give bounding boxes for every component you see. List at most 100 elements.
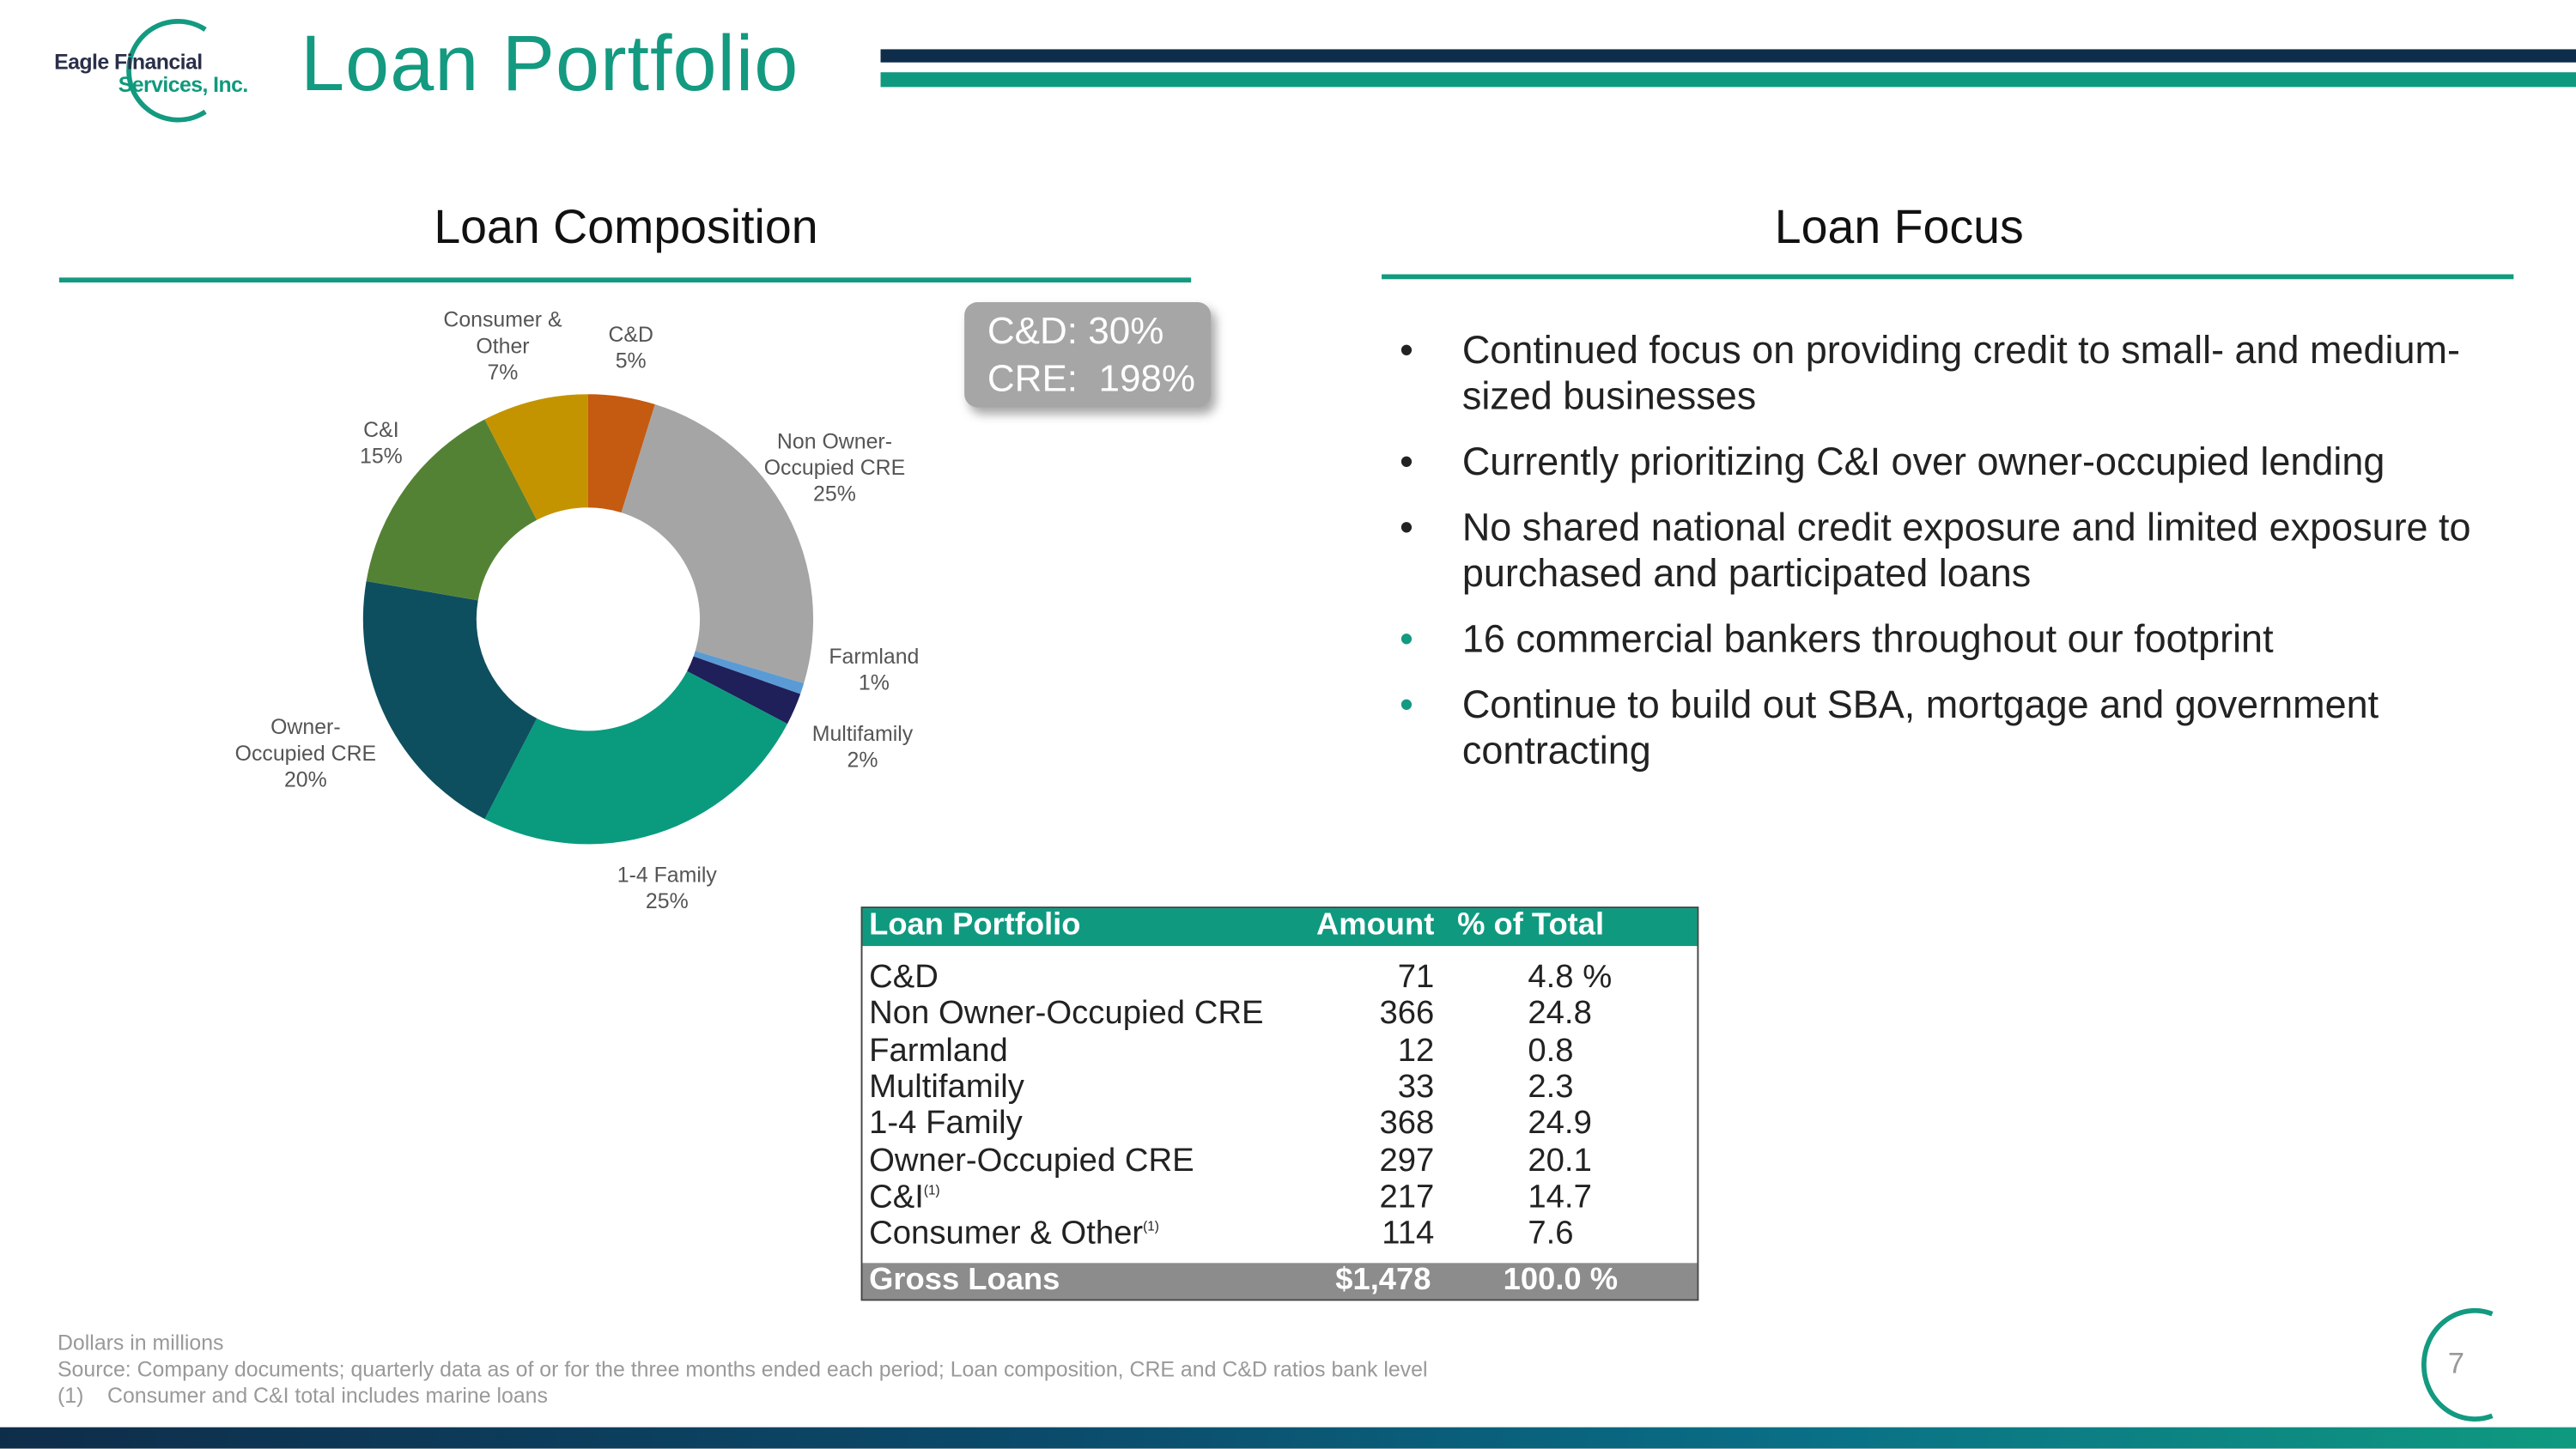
row-pct: 2.3 xyxy=(1528,1069,1574,1106)
donut-slice-multifamily xyxy=(687,656,801,724)
table-row: 1-4 Family 368 24.9 xyxy=(862,1106,1697,1142)
header-bar-navy xyxy=(880,49,2576,63)
donut-slice-non-owner-occupied-cre xyxy=(621,404,814,684)
label-name: Consumer & xyxy=(443,306,562,332)
label-name: Occupied CRE xyxy=(763,454,906,480)
label-name: Owner- xyxy=(270,714,341,739)
donut-label: Non Owner- Occupied CRE 25% xyxy=(764,428,906,507)
bullet-text: Continue to build out SBA, mortgage and … xyxy=(1461,682,2379,773)
row-pct: 14.7 xyxy=(1528,1179,1592,1216)
page-number-badge: 7 xyxy=(2398,1307,2500,1422)
row-amount: 368 xyxy=(1379,1106,1435,1143)
row-category: Owner-Occupied CRE xyxy=(869,1142,1194,1179)
row-pct: 4.8 % xyxy=(1528,959,1613,996)
label-pct: 7% xyxy=(487,360,519,385)
table-row: Multifamily 33 2.3 xyxy=(862,1069,1697,1105)
bullet-text: Continued focus on providing credit to s… xyxy=(1461,328,2460,417)
page-arc-icon xyxy=(2421,1307,2494,1422)
label-name: Occupied CRE xyxy=(234,740,377,766)
callout-cre-ratio: CRE: 198% xyxy=(987,356,1196,399)
label-name: C&D xyxy=(608,322,653,347)
bullet-dot-icon: • xyxy=(1400,682,1413,726)
label-name: Farmland xyxy=(829,644,920,669)
bullet-dot-icon: • xyxy=(1400,617,1413,661)
donut-label: C&I 15% xyxy=(360,417,403,470)
footnote-units: Dollars in millions xyxy=(57,1330,224,1355)
page-title: Loan Portfolio xyxy=(301,21,799,109)
row-pct: 20.1 xyxy=(1528,1142,1592,1179)
loan-portfolio-table: Loan Portfolio Amount % of Total C&D 71 4.… xyxy=(860,906,1699,1301)
donut-label: 1-4 Family 25% xyxy=(617,862,717,914)
callout-cd-ratio: C&D: 30% xyxy=(987,308,1164,352)
table-row: C&D 71 4.8 % xyxy=(862,959,1697,995)
row-amount: 71 xyxy=(1397,959,1435,996)
row-amount: 366 xyxy=(1379,996,1435,1033)
column-header-category: Loan Portfolio xyxy=(869,908,1081,943)
footnote-marker: (1) xyxy=(1143,1219,1159,1234)
footer-bar xyxy=(0,1427,2576,1449)
row-pct: 24.9 xyxy=(1528,1106,1592,1143)
label-name: Other xyxy=(476,333,530,359)
row-amount: 12 xyxy=(1397,1032,1435,1069)
row-pct: 7.6 xyxy=(1528,1216,1574,1252)
row-category: C&D xyxy=(869,959,939,996)
bullet-dot-icon: • xyxy=(1400,440,1413,483)
donut-label: Owner- Occupied CRE 20% xyxy=(235,714,377,793)
donut-slice-c-i xyxy=(366,419,538,601)
row-category: Farmland xyxy=(869,1032,1008,1069)
label-pct: 1% xyxy=(858,670,890,695)
bullet-text: No shared national credit exposure and l… xyxy=(1461,506,2471,595)
row-amount: 33 xyxy=(1397,1069,1435,1106)
section-divider xyxy=(1382,274,2514,280)
label-name: 1-4 Family xyxy=(617,862,717,888)
bullet-text: 16 commercial bankers throughout our foo… xyxy=(1461,617,2274,661)
table-row: C&I(1) 217 14.7 xyxy=(862,1179,1697,1215)
donut-label: Consumer & Other 7% xyxy=(443,307,562,386)
donut-slice-farmland xyxy=(693,651,805,694)
column-header-amount: Amount xyxy=(1316,908,1435,943)
row-pct: 24.8 xyxy=(1528,996,1592,1033)
label-pct: 5% xyxy=(615,348,647,373)
label-pct: 25% xyxy=(645,888,689,913)
row-category: Multifamily xyxy=(869,1069,1024,1106)
label-name: Non Owner- xyxy=(776,428,892,454)
row-category: C&I(1) xyxy=(869,1179,940,1216)
row-amount: 114 xyxy=(1382,1216,1435,1252)
footnote-source: Source: Company documents; quarterly dat… xyxy=(57,1356,1428,1382)
bullet-dot-icon: • xyxy=(1400,328,1413,372)
table-total-row: Gross Loans $1,478 100.0 % xyxy=(862,1263,1698,1300)
donut-slice-owner-occupied-cre xyxy=(362,581,538,820)
row-pct: 0.8 xyxy=(1528,1032,1574,1069)
total-pct: 100.0 % xyxy=(1503,1263,1619,1298)
ratio-callout: C&D: 30% CRE: 198% xyxy=(964,302,1212,408)
company-logo: Eagle Financial Services, Inc. xyxy=(49,16,263,124)
row-amount: 217 xyxy=(1379,1179,1435,1216)
loan-composition-donut xyxy=(362,394,814,845)
row-category: Non Owner-Occupied CRE xyxy=(869,996,1264,1033)
label-name: Multifamily xyxy=(811,720,914,746)
table-row: Consumer & Other(1) 114 7.6 xyxy=(862,1216,1697,1252)
table-row: Non Owner-Occupied CRE 366 24.8 xyxy=(862,996,1697,1032)
donut-slice-1-4-family xyxy=(484,670,788,845)
bullet-text: Currently prioritizing C&I over owner-oc… xyxy=(1461,440,2385,483)
label-pct: 20% xyxy=(283,767,327,792)
donut-label: Multifamily 2% xyxy=(812,721,913,773)
total-label: Gross Loans xyxy=(869,1263,1060,1298)
header-bar-teal xyxy=(880,72,2576,88)
row-category: 1-4 Family xyxy=(869,1106,1023,1143)
logo-text-line2: Services, Inc. xyxy=(118,72,249,97)
total-amount: $1,478 xyxy=(1335,1263,1431,1298)
table-row: Owner-Occupied CRE 297 20.1 xyxy=(862,1143,1697,1179)
footnote-marker: (1) xyxy=(923,1182,940,1198)
column-header-pct: % of Total xyxy=(1457,908,1605,943)
section-divider xyxy=(58,277,1192,283)
donut-slice-c-d xyxy=(587,394,655,513)
label-pct: 2% xyxy=(847,747,878,773)
table-row: Farmland 12 0.8 xyxy=(862,1033,1697,1069)
row-amount: 297 xyxy=(1379,1142,1435,1179)
table-header: Loan Portfolio Amount % of Total xyxy=(862,908,1698,947)
donut-slice-consumer-other xyxy=(484,394,588,520)
label-pct: 25% xyxy=(813,481,856,506)
footnote-1: (1) Consumer and C&I total includes mari… xyxy=(57,1382,548,1408)
